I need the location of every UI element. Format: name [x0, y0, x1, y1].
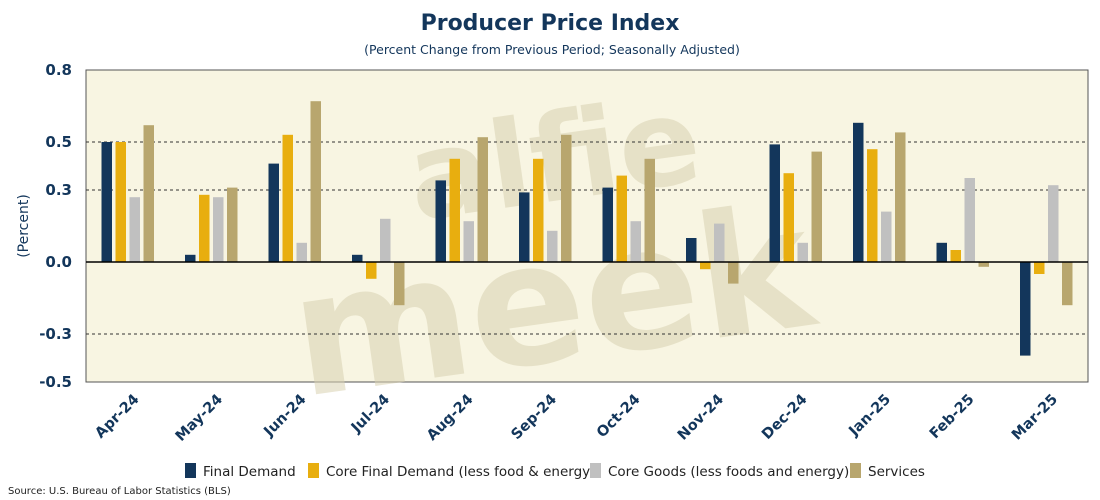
bar [380, 218, 391, 262]
bar [143, 125, 154, 262]
bar [895, 132, 906, 262]
bar [185, 254, 196, 262]
bar [227, 187, 238, 262]
y-tick-label: -0.5 [39, 373, 72, 391]
bar [686, 238, 697, 262]
legend-label: Final Demand [203, 464, 296, 480]
y-tick-label: 0.5 [45, 133, 72, 151]
legend-swatch [590, 463, 601, 478]
bar [268, 163, 279, 262]
bar [435, 180, 446, 262]
bar [1034, 262, 1045, 274]
bars [101, 101, 1073, 356]
legend-swatch [850, 463, 861, 478]
bar [449, 158, 460, 262]
bar [366, 262, 377, 279]
bar [1062, 262, 1073, 306]
x-tick-label: Dec-24 [759, 392, 810, 443]
source-note: Source: U.S. Bureau of Labor Statistics … [8, 486, 231, 497]
plot-area [85, 69, 1089, 383]
gridlines [86, 141, 1088, 335]
y-axis-label: (Percent) [16, 194, 32, 258]
chart-subtitle: (Percent Change from Previous Period; Se… [364, 42, 740, 57]
bar [394, 262, 405, 306]
legend-label: Core Final Demand (less food & energy) [326, 464, 595, 480]
x-tick-label: May-24 [173, 392, 226, 445]
legend-label: Services [868, 464, 925, 480]
bar [616, 175, 627, 262]
x-tick-label: Apr-24 [92, 392, 142, 442]
y-tick-label: 0.3 [45, 181, 72, 199]
x-tick-label: Mar-25 [1009, 392, 1061, 444]
y-tick-label: 0.0 [45, 253, 72, 271]
bar [199, 194, 210, 262]
bar [296, 242, 307, 262]
bar [463, 221, 474, 262]
bar [950, 250, 961, 262]
bar [936, 242, 947, 262]
legend-label: Core Goods (less foods and energy) [608, 464, 849, 480]
x-tick-label: Jan-25 [845, 392, 894, 441]
bar [602, 187, 613, 262]
x-axis-ticks: Apr-24 May-24 Jun-24 Jul-24 Aug-24 Sep-24 Oct-… [92, 392, 1061, 445]
bar [213, 197, 224, 262]
legend-swatch [185, 463, 196, 478]
bar [714, 223, 725, 262]
y-tick-label: 0.8 [45, 61, 72, 79]
bar [630, 221, 641, 262]
y-axis-ticks: 0.8 0.5 0.3 0.0 -0.3 -0.5 [39, 61, 72, 391]
bar [853, 122, 864, 262]
bar [477, 137, 488, 262]
bar [700, 262, 711, 270]
bar [811, 151, 822, 262]
bar [644, 158, 655, 262]
bar [352, 254, 363, 262]
bar [797, 242, 808, 262]
bar [978, 262, 989, 267]
x-tick-label: Jun-24 [261, 392, 310, 441]
bar [101, 142, 112, 262]
bar [769, 144, 780, 262]
bar [519, 192, 530, 262]
x-tick-label: Nov-24 [675, 392, 727, 444]
legend-swatch [308, 463, 319, 478]
y-tick-label: -0.3 [39, 325, 72, 343]
bar [115, 142, 126, 262]
bar [881, 211, 892, 262]
bar [547, 230, 558, 262]
bar [282, 134, 293, 262]
bar [310, 101, 321, 262]
x-tick-label: Feb-25 [927, 392, 978, 443]
bar [129, 197, 140, 262]
bar [867, 149, 878, 262]
bar [533, 158, 544, 262]
bar [783, 173, 794, 262]
bar [964, 178, 975, 262]
x-tick-label: Oct-24 [594, 392, 644, 442]
bar [728, 262, 739, 284]
bar [1020, 262, 1031, 356]
chart-title: Producer Price Index [421, 11, 680, 36]
bar [1048, 185, 1059, 262]
legend: Final Demand Core Final Demand (less food… [185, 463, 925, 480]
bar [561, 134, 572, 262]
